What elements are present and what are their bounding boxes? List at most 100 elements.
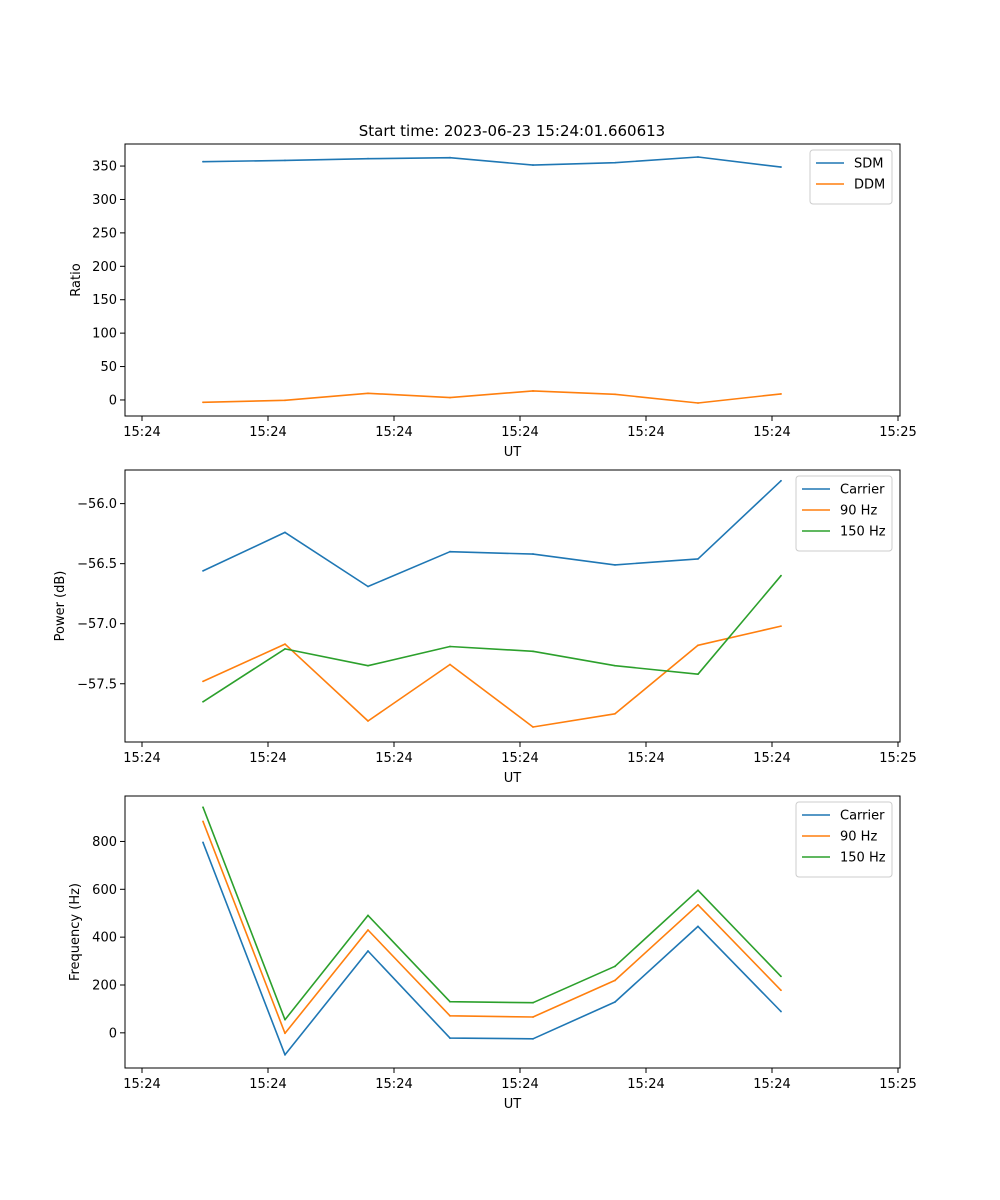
data-point bbox=[697, 889, 699, 892]
x-axis-label: UT bbox=[504, 1097, 522, 1112]
data-point bbox=[284, 159, 286, 162]
data-point bbox=[202, 841, 204, 844]
data-point bbox=[449, 663, 451, 666]
x-tick-label: 15:24 bbox=[501, 425, 538, 440]
data-point bbox=[614, 965, 616, 968]
series-line-sdm bbox=[202, 156, 782, 168]
series-line-ddm bbox=[202, 390, 782, 404]
data-point bbox=[614, 979, 616, 982]
data-point bbox=[780, 166, 782, 168]
data-point bbox=[284, 648, 286, 650]
x-tick-label: 15:24 bbox=[375, 1077, 412, 1092]
data-point bbox=[202, 820, 204, 823]
y-tick-label: 350 bbox=[92, 160, 117, 175]
data-point bbox=[532, 164, 534, 166]
x-axis-label: UT bbox=[504, 445, 522, 460]
x-tick-label: 15:25 bbox=[879, 751, 916, 766]
data-point bbox=[449, 1000, 451, 1003]
subplot-power: 15:24 15:24 15:24 15:24 15:24 15:24 15:25 −57.5… bbox=[53, 469, 917, 786]
x-tick-label: 15:24 bbox=[753, 751, 790, 766]
data-point bbox=[284, 1053, 286, 1056]
y-tick-label: 400 bbox=[92, 931, 117, 946]
subplot-ratio: 15:24 15:24 15:24 15:24 15:24 15:24 15:25 0 50 10… bbox=[69, 143, 917, 460]
x-tick-label: 15:24 bbox=[627, 425, 664, 440]
x-tick-label: 15:24 bbox=[501, 1077, 538, 1092]
x-tick-label: 15:24 bbox=[249, 751, 286, 766]
legend-label: Carrier bbox=[840, 483, 885, 498]
legend-box bbox=[795, 475, 893, 552]
series-line-150-hz bbox=[202, 575, 782, 703]
legend-label: 150 Hz bbox=[840, 851, 886, 866]
data-point bbox=[780, 1010, 782, 1013]
legend-label: 90 Hz bbox=[840, 504, 877, 519]
data-point bbox=[367, 585, 369, 588]
data-point bbox=[449, 1037, 451, 1039]
y-tick-label: 200 bbox=[92, 978, 117, 993]
y-tick-label: −56.0 bbox=[77, 497, 117, 512]
x-tick-label: 15:24 bbox=[501, 751, 538, 766]
data-point bbox=[697, 903, 699, 906]
data-point bbox=[202, 700, 204, 703]
y-tick-label: −57.5 bbox=[77, 677, 117, 692]
y-tick-label: 0 bbox=[109, 1026, 117, 1041]
data-point bbox=[367, 664, 369, 667]
axes-frame bbox=[124, 795, 901, 1069]
y-tick-label: 0 bbox=[109, 393, 117, 408]
data-point bbox=[532, 726, 534, 728]
x-tick-label: 15:24 bbox=[249, 1077, 286, 1092]
x-tick-label: 15:24 bbox=[753, 425, 790, 440]
legend-label: 90 Hz bbox=[840, 830, 877, 845]
y-axis-label: Frequency (Hz) bbox=[68, 883, 83, 981]
data-point bbox=[614, 393, 616, 396]
data-point bbox=[202, 569, 204, 572]
data-point bbox=[449, 396, 451, 399]
y-tick-label: 150 bbox=[92, 293, 117, 308]
y-tick-label: 50 bbox=[100, 360, 117, 375]
data-point bbox=[532, 553, 534, 555]
data-point bbox=[780, 393, 782, 395]
data-point bbox=[697, 644, 699, 647]
data-point bbox=[202, 401, 204, 404]
data-point bbox=[532, 390, 534, 392]
series-line-90-hz bbox=[202, 821, 782, 1035]
y-axis-label: Ratio bbox=[69, 263, 84, 296]
x-tick-label: 15:24 bbox=[375, 751, 412, 766]
data-point bbox=[284, 531, 286, 534]
data-point bbox=[202, 806, 204, 809]
data-point bbox=[449, 156, 451, 159]
data-point bbox=[284, 1018, 286, 1021]
x-tick-label: 15:24 bbox=[753, 1077, 790, 1092]
data-point bbox=[780, 574, 782, 577]
data-point bbox=[532, 1016, 534, 1018]
y-axis-label: Power (dB) bbox=[53, 571, 68, 642]
series-line-150-hz bbox=[202, 806, 782, 1021]
data-point bbox=[532, 1001, 534, 1004]
x-tick-label: 15:24 bbox=[123, 425, 160, 440]
data-point bbox=[614, 664, 616, 667]
axes-frame bbox=[124, 143, 901, 417]
data-point bbox=[614, 563, 616, 566]
data-point bbox=[284, 1032, 286, 1035]
axes-frame bbox=[124, 469, 901, 743]
data-point bbox=[367, 929, 369, 931]
series-line-carrier bbox=[202, 480, 782, 588]
data-point bbox=[284, 399, 286, 402]
data-point bbox=[614, 1001, 616, 1003]
data-point bbox=[449, 645, 451, 648]
data-point bbox=[202, 160, 204, 163]
legend-label: Carrier bbox=[840, 809, 885, 824]
data-point bbox=[697, 673, 699, 676]
data-point bbox=[367, 157, 369, 160]
legend-box bbox=[795, 801, 893, 878]
y-tick-label: −57.0 bbox=[77, 617, 117, 632]
y-tick-label: 250 bbox=[92, 226, 117, 241]
y-tick-label: −56.5 bbox=[77, 557, 117, 572]
data-point bbox=[367, 950, 369, 952]
x-axis-label: UT bbox=[504, 771, 522, 786]
data-point bbox=[780, 989, 782, 992]
x-tick-label: 15:25 bbox=[879, 1077, 916, 1092]
data-point bbox=[614, 161, 616, 164]
y-tick-label: 800 bbox=[92, 835, 117, 850]
series-line-carrier bbox=[202, 842, 782, 1056]
